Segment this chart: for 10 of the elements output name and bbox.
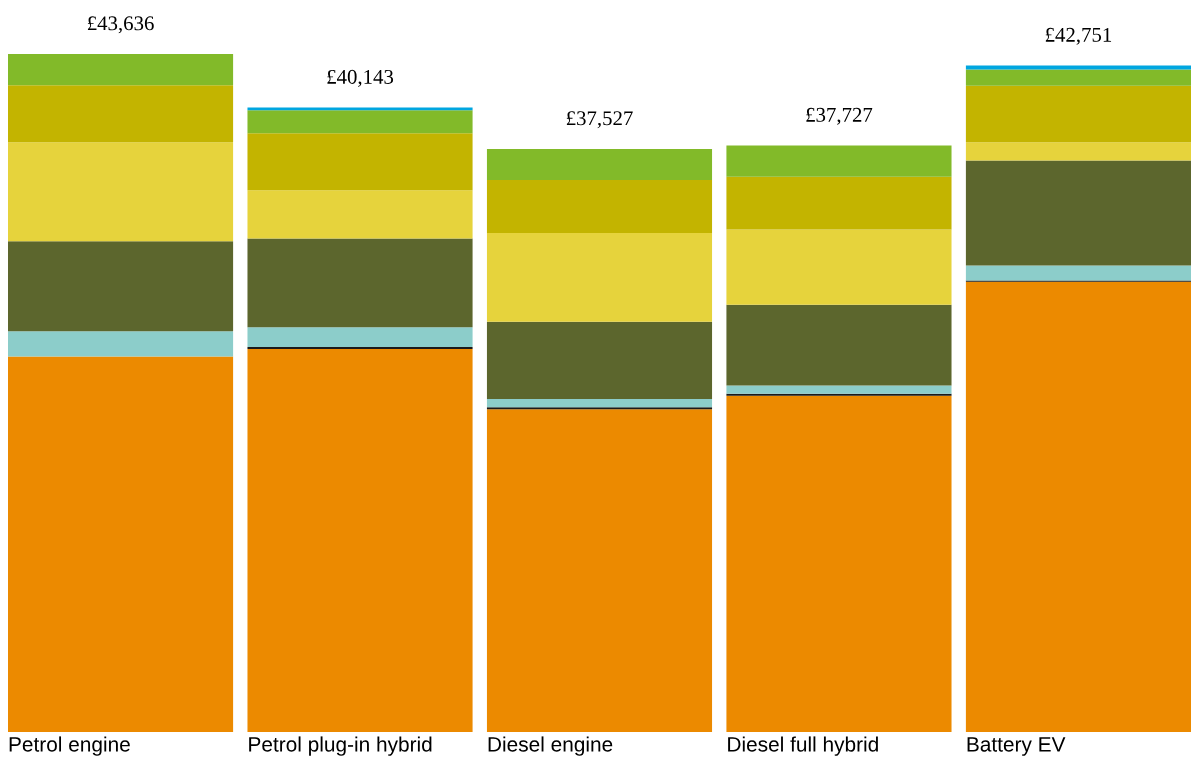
annotation: £37,727 [806, 107, 873, 125]
x-tick-label: Battery EV [967, 737, 1066, 756]
text: £43,636 [87, 16, 154, 34]
text: £42,751 [1045, 27, 1112, 45]
x-tick-label: Petrol plug-in hybrid [249, 736, 432, 756]
x-tick-label: Diesel full hybrid [728, 736, 878, 756]
x-tick-label: Petrol engine [9, 736, 130, 756]
annotation: £40,143 [327, 69, 394, 87]
annotation: £37,527 [566, 111, 633, 129]
x-tick-label: Diesel engine [488, 736, 613, 756]
